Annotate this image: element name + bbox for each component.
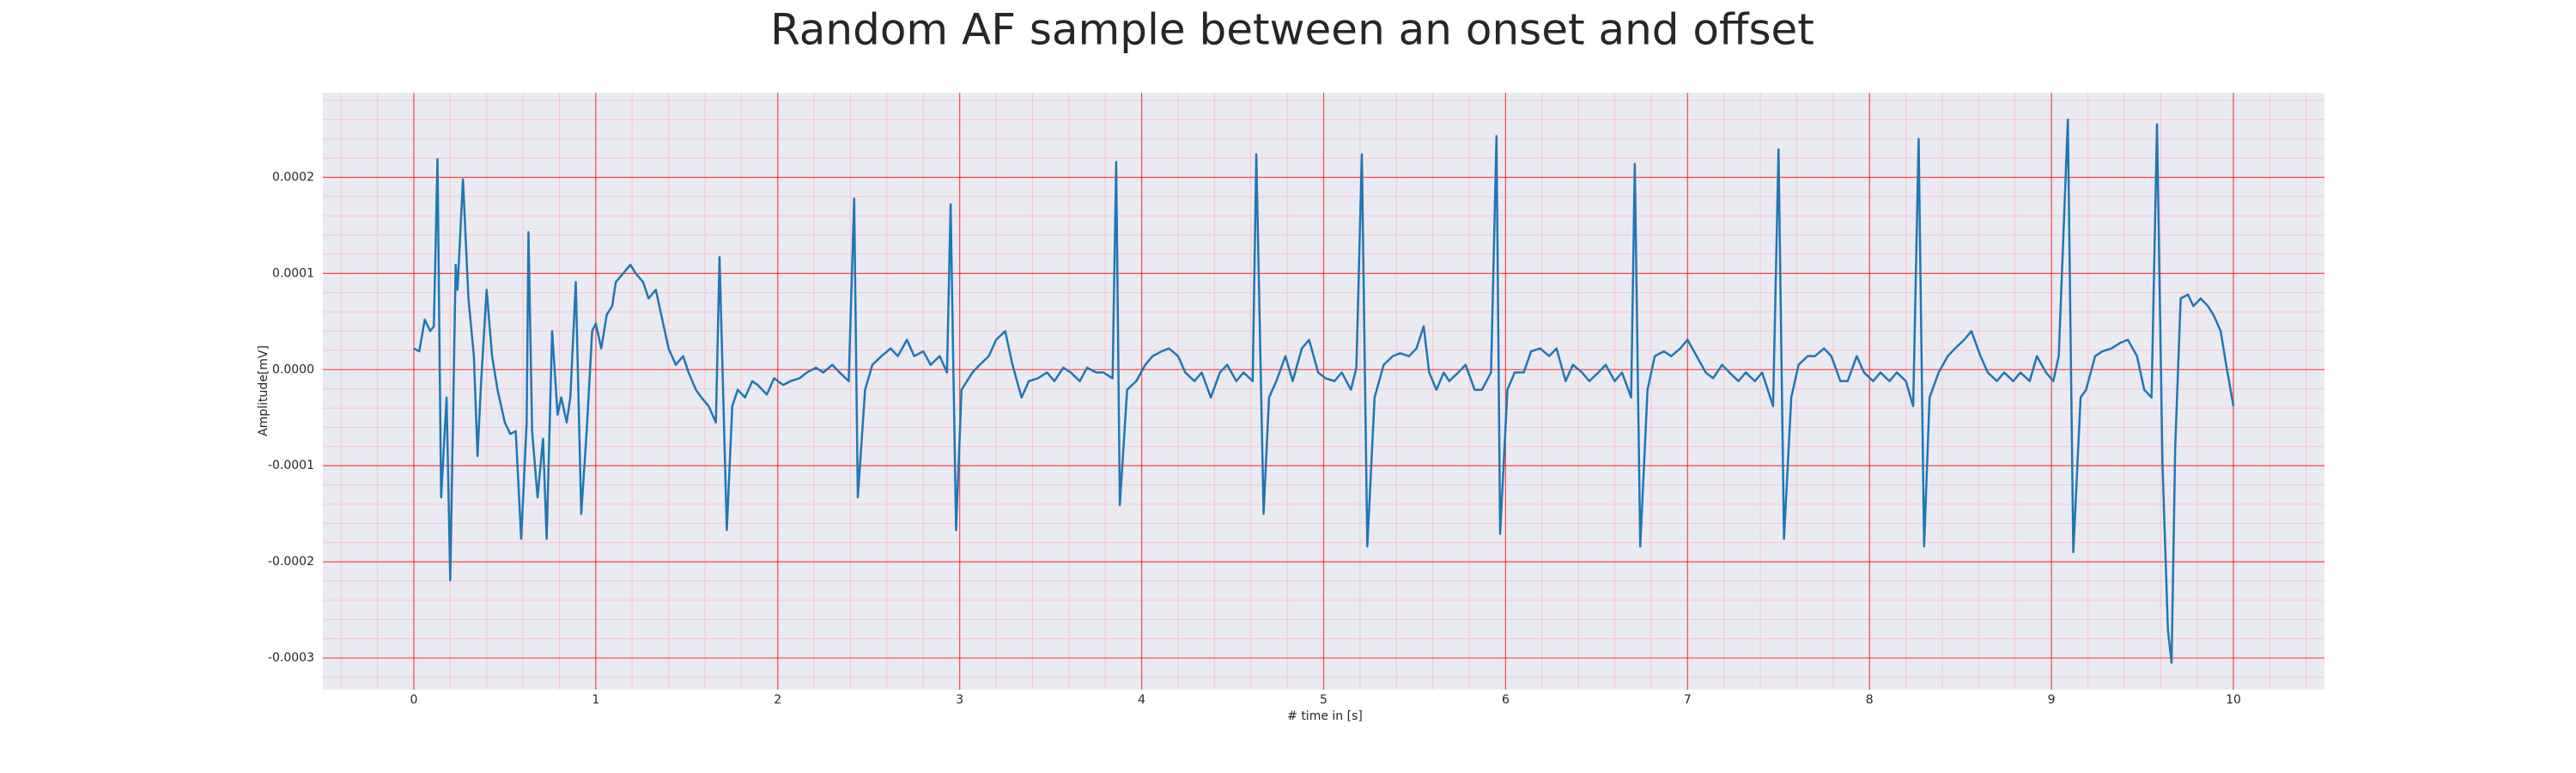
x-axis-label: # time in [s] [1287,709,1363,723]
y-tick-label: -0.0002 [268,555,314,569]
x-tick-label: 10 [2226,693,2241,707]
y-tick-label: -0.0001 [268,459,314,472]
x-tick-label: 0 [410,693,417,707]
y-tick-label: 0.0001 [272,266,314,280]
x-tick-label: 6 [1502,693,1510,707]
x-tick-label: 4 [1138,693,1145,707]
x-tick-label: 7 [1684,693,1692,707]
chart-title: Random AF sample between an onset and of… [770,5,1814,55]
x-tick-label: 5 [1320,693,1327,707]
y-axis-label: Amplitude[mV] [257,345,270,436]
x-tick-label: 3 [956,693,963,707]
signal-line [413,119,2235,664]
x-tick-label: 2 [774,693,781,707]
x-tick-label: 8 [1866,693,1874,707]
y-tick-label: -0.0003 [268,651,314,665]
y-tick-label: 0.0002 [272,170,314,184]
y-tick-label: 0.0000 [272,362,314,376]
x-tick-label: 1 [592,693,599,707]
x-tick-label: 9 [2048,693,2056,707]
